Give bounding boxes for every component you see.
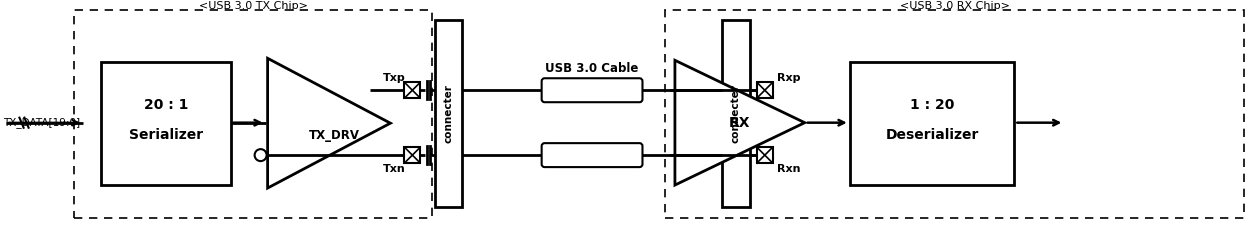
Text: <USB 3.0 RX Chip>: <USB 3.0 RX Chip> — [899, 1, 1010, 11]
Text: Txn: Txn — [383, 164, 405, 174]
Bar — [665, 10, 1244, 218]
FancyBboxPatch shape — [541, 143, 642, 167]
Text: 20 : 1: 20 : 1 — [144, 98, 188, 112]
Text: Rxn: Rxn — [777, 164, 801, 174]
Text: connecter: connecter — [444, 84, 453, 143]
Bar — [404, 147, 421, 163]
Text: Serializer: Serializer — [128, 128, 203, 142]
Bar — [757, 82, 773, 98]
Text: Txp: Txp — [383, 73, 405, 83]
Bar — [436, 20, 462, 207]
FancyBboxPatch shape — [541, 78, 642, 102]
Text: <USB 3.0 TX Chip>: <USB 3.0 TX Chip> — [199, 1, 307, 11]
Bar — [850, 62, 1015, 185]
Bar — [404, 82, 421, 98]
Text: Deserializer: Deserializer — [885, 128, 978, 142]
Bar — [721, 20, 750, 207]
Text: RX: RX — [729, 116, 750, 130]
Polygon shape — [675, 60, 805, 185]
Bar — [757, 147, 773, 163]
Polygon shape — [268, 58, 390, 188]
Text: TX_DATA[19:0]: TX_DATA[19:0] — [3, 117, 81, 128]
Bar — [101, 62, 230, 185]
Text: Rxp: Rxp — [777, 73, 801, 83]
Bar — [74, 10, 432, 218]
Text: USB 3.0 Cable: USB 3.0 Cable — [545, 62, 638, 75]
Circle shape — [254, 149, 267, 161]
Text: TX_DRV: TX_DRV — [308, 129, 360, 142]
Text: connecter: connecter — [730, 84, 740, 143]
Text: 1 : 20: 1 : 20 — [910, 98, 954, 112]
